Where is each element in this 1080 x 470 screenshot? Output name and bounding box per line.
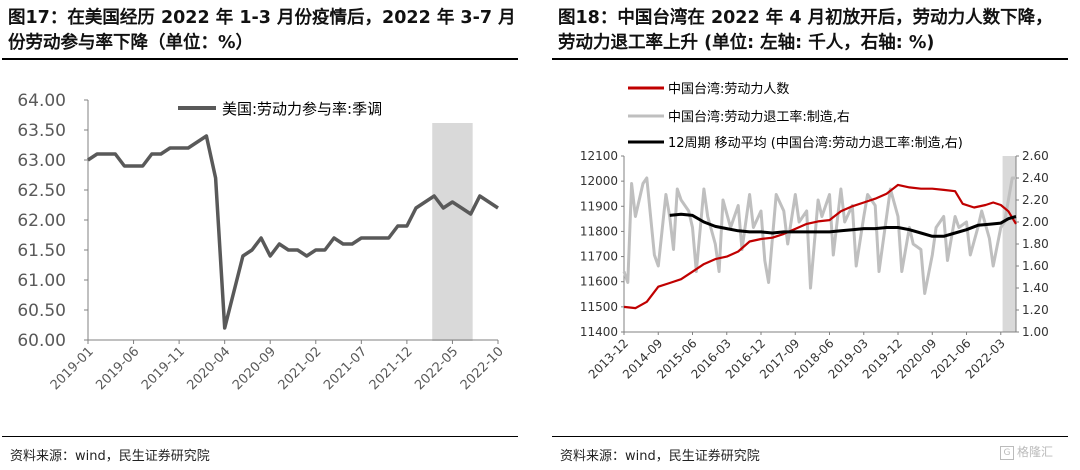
series-line-tw-quit-rate-ma12	[669, 212, 1017, 238]
series-line-tw-labor-force	[623, 183, 1017, 310]
shaded-period	[1002, 156, 1016, 332]
right-title-rule	[552, 58, 1068, 60]
taiwan-labor-chart: 12100 12000 11900 11800 11700 11600 11500 11400…	[580, 81, 1049, 382]
left-chart-panel: 图17：在美国经历 2022 年 1-3 月份疫情后，2022 年 3-7 月份…	[2, 0, 522, 470]
right-source-note: 资料来源：wind，民生证券研究院	[560, 449, 760, 464]
x-tick-label: 2020-09	[230, 344, 279, 393]
x-tick-label: 2022-05	[412, 344, 461, 393]
x-tick-label: 2019-01	[48, 344, 97, 393]
right-source-rule	[552, 436, 1068, 437]
left-source-note: 资料来源：wind，民生证券研究院	[10, 449, 210, 464]
left-y-tick-label: 11400	[580, 325, 618, 339]
right-y-tick-label: 2.20	[1022, 193, 1049, 207]
x-tick-label: 2021-02	[276, 344, 325, 393]
us-participation-chart: 64.00 63.50 63.00 62.50 62.00 61.50 61.00 60.50…	[17, 91, 507, 393]
x-tick-label: 2021-07	[321, 344, 370, 393]
y-tick-label: 61.00	[17, 271, 66, 291]
x-tick-label: 2022-10	[458, 344, 507, 393]
watermark: G 格隆汇	[1000, 443, 1053, 460]
x-tick-label: 2020-04	[184, 344, 233, 393]
right-chart-title: 图18：中国台湾在 2022 年 4 月初放开后，劳动力人数下降，劳动力退工率上…	[558, 8, 1053, 53]
right-y-tick-label: 2.60	[1022, 149, 1049, 163]
left-title-rule	[2, 58, 518, 60]
watermark-text: 格隆汇	[1017, 445, 1054, 459]
left-y-tick-label: 11500	[580, 300, 618, 314]
left-y-tick-label: 11600	[580, 275, 618, 289]
y-tick-label: 63.50	[17, 121, 66, 141]
left-source-rule	[2, 436, 518, 437]
left-y-tick-label: 12000	[580, 174, 618, 188]
left-chart-title: 图17：在美国经历 2022 年 1-3 月份疫情后，2022 年 3-7 月份…	[8, 8, 516, 53]
y-tick-label: 60.50	[17, 301, 66, 321]
y-tick-label: 62.00	[17, 211, 66, 231]
legend-label-tw-quit-rate: 中国台湾:劳动力退工率:制造,右	[668, 109, 850, 125]
left-y-tick-label: 11700	[580, 250, 618, 264]
series-line-us-participation	[87, 134, 499, 330]
x-tick-label: 2019-06	[93, 344, 142, 393]
right-y-tick-label: 2.00	[1022, 215, 1049, 229]
watermark-logo-icon: G	[1000, 445, 1014, 460]
y-tick-label: 64.00	[17, 91, 66, 111]
legend-label-tw-quit-rate-ma12: 12周期 移动平均 (中国台湾:劳动力退工率:制造,右)	[668, 135, 963, 151]
right-y-tick-label: 1.20	[1022, 303, 1049, 317]
right-y-tick-label: 1.80	[1022, 237, 1049, 251]
y-tick-label: 61.50	[17, 241, 66, 261]
y-tick-label: 60.00	[17, 331, 66, 351]
right-chart-panel: 图18：中国台湾在 2022 年 4 月初放开后，劳动力人数下降，劳动力退工率上…	[552, 0, 1072, 470]
left-y-tick-label: 11800	[580, 224, 618, 238]
right-y-tick-label: 1.60	[1022, 259, 1049, 273]
right-y-tick-label: 1.00	[1022, 325, 1049, 339]
x-tick-label: 2019-11	[139, 344, 188, 393]
shaded-period	[432, 123, 473, 341]
left-y-tick-label: 11900	[580, 199, 618, 213]
right-y-tick-label: 1.40	[1022, 281, 1049, 295]
series-line-tw-quit-rate	[622, 176, 1016, 295]
right-y-tick-label: 2.40	[1022, 171, 1049, 185]
y-tick-label: 62.50	[17, 181, 66, 201]
legend-label-tw-labor-force: 中国台湾:劳动力人数	[668, 81, 789, 97]
left-y-tick-label: 12100	[580, 149, 618, 163]
y-tick-label: 63.00	[17, 151, 66, 171]
legend-label-us: 美国:劳动力参与率:季调	[222, 100, 382, 118]
x-tick-label: 2021-12	[367, 344, 416, 393]
